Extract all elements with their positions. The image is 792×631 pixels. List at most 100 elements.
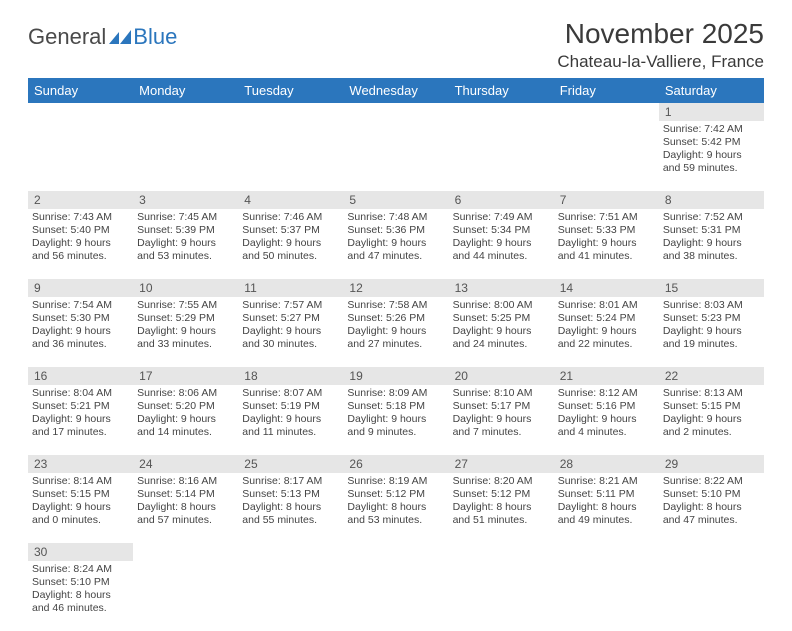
sunset-text: Sunset: 5:12 PM — [453, 488, 550, 501]
day-cell: Sunrise: 8:14 AMSunset: 5:15 PMDaylight:… — [28, 473, 133, 543]
daylight-text: Daylight: 9 hours and 38 minutes. — [663, 237, 760, 263]
sunrise-text: Sunrise: 7:45 AM — [137, 211, 234, 224]
sunset-text: Sunset: 5:29 PM — [137, 312, 234, 325]
sunrise-text: Sunrise: 8:00 AM — [453, 299, 550, 312]
daylight-text: Daylight: 9 hours and 41 minutes. — [558, 237, 655, 263]
daylight-text: Daylight: 9 hours and 36 minutes. — [32, 325, 129, 351]
day-cell — [659, 561, 764, 631]
sunrise-text: Sunrise: 8:12 AM — [558, 387, 655, 400]
day-cell — [238, 121, 343, 191]
daylight-text: Daylight: 9 hours and 53 minutes. — [137, 237, 234, 263]
day-cell: Sunrise: 7:46 AMSunset: 5:37 PMDaylight:… — [238, 209, 343, 279]
day-cell: Sunrise: 8:06 AMSunset: 5:20 PMDaylight:… — [133, 385, 238, 455]
sunrise-text: Sunrise: 8:04 AM — [32, 387, 129, 400]
daylight-text: Daylight: 9 hours and 44 minutes. — [453, 237, 550, 263]
day-number: 25 — [238, 455, 343, 473]
weekday-label: Tuesday — [238, 78, 343, 103]
sunset-text: Sunset: 5:33 PM — [558, 224, 655, 237]
header: General Blue November 2025 Chateau-la-Va… — [28, 18, 764, 72]
weekday-label: Saturday — [659, 78, 764, 103]
sunset-text: Sunset: 5:39 PM — [137, 224, 234, 237]
sunset-text: Sunset: 5:19 PM — [242, 400, 339, 413]
sunset-text: Sunset: 5:30 PM — [32, 312, 129, 325]
day-number — [449, 543, 554, 561]
day-cell: Sunrise: 8:01 AMSunset: 5:24 PMDaylight:… — [554, 297, 659, 367]
sunset-text: Sunset: 5:21 PM — [32, 400, 129, 413]
sunrise-text: Sunrise: 8:01 AM — [558, 299, 655, 312]
sunset-text: Sunset: 5:12 PM — [347, 488, 444, 501]
sunrise-text: Sunrise: 8:03 AM — [663, 299, 760, 312]
day-number: 13 — [449, 279, 554, 297]
daylight-text: Daylight: 8 hours and 51 minutes. — [453, 501, 550, 527]
day-number: 1 — [659, 103, 764, 121]
day-number: 27 — [449, 455, 554, 473]
day-number: 10 — [133, 279, 238, 297]
daylight-text: Daylight: 9 hours and 9 minutes. — [347, 413, 444, 439]
sunrise-text: Sunrise: 8:16 AM — [137, 475, 234, 488]
day-cell: Sunrise: 8:04 AMSunset: 5:21 PMDaylight:… — [28, 385, 133, 455]
daylight-text: Daylight: 9 hours and 56 minutes. — [32, 237, 129, 263]
weekday-header: SundayMondayTuesdayWednesdayThursdayFrid… — [28, 78, 764, 103]
day-number — [28, 103, 133, 121]
daynum-row: 30 — [28, 543, 764, 561]
daylight-text: Daylight: 9 hours and 4 minutes. — [558, 413, 655, 439]
day-number: 18 — [238, 367, 343, 385]
sunset-text: Sunset: 5:16 PM — [558, 400, 655, 413]
sunset-text: Sunset: 5:10 PM — [32, 576, 129, 589]
day-number: 11 — [238, 279, 343, 297]
day-cell: Sunrise: 8:12 AMSunset: 5:16 PMDaylight:… — [554, 385, 659, 455]
day-number: 7 — [554, 191, 659, 209]
day-number: 6 — [449, 191, 554, 209]
sunset-text: Sunset: 5:17 PM — [453, 400, 550, 413]
sunset-text: Sunset: 5:11 PM — [558, 488, 655, 501]
day-number: 15 — [659, 279, 764, 297]
day-number: 19 — [343, 367, 448, 385]
day-cell: Sunrise: 7:49 AMSunset: 5:34 PMDaylight:… — [449, 209, 554, 279]
brand-part2: Blue — [133, 24, 177, 50]
sunset-text: Sunset: 5:15 PM — [663, 400, 760, 413]
daylight-text: Daylight: 9 hours and 47 minutes. — [347, 237, 444, 263]
day-number: 24 — [133, 455, 238, 473]
sunrise-text: Sunrise: 7:43 AM — [32, 211, 129, 224]
sunset-text: Sunset: 5:40 PM — [32, 224, 129, 237]
daynum-row: 23242526272829 — [28, 455, 764, 473]
day-cell: Sunrise: 8:24 AMSunset: 5:10 PMDaylight:… — [28, 561, 133, 631]
daylight-text: Daylight: 9 hours and 30 minutes. — [242, 325, 339, 351]
sunset-text: Sunset: 5:24 PM — [558, 312, 655, 325]
sunrise-text: Sunrise: 8:21 AM — [558, 475, 655, 488]
sunrise-text: Sunrise: 7:54 AM — [32, 299, 129, 312]
day-number: 26 — [343, 455, 448, 473]
day-cell: Sunrise: 7:52 AMSunset: 5:31 PMDaylight:… — [659, 209, 764, 279]
cells-row: Sunrise: 8:04 AMSunset: 5:21 PM Daylight:… — [28, 385, 764, 455]
day-cell: Sunrise: 8:13 AMSunset: 5:15 PMDaylight:… — [659, 385, 764, 455]
daynum-row: 2345678 — [28, 191, 764, 209]
sunset-text: Sunset: 5:26 PM — [347, 312, 444, 325]
weekday-label: Wednesday — [343, 78, 448, 103]
day-cell: Sunrise: 8:07 AMSunset: 5:19 PMDaylight:… — [238, 385, 343, 455]
week-row: 1Sunrise: 7:42 AMSunset: 5:42 PMDaylight… — [28, 103, 764, 191]
sunrise-text: Sunrise: 7:52 AM — [663, 211, 760, 224]
day-number — [238, 543, 343, 561]
weekday-label: Sunday — [28, 78, 133, 103]
daylight-text: Daylight: 9 hours and 11 minutes. — [242, 413, 339, 439]
weekday-label: Monday — [133, 78, 238, 103]
sunset-text: Sunset: 5:42 PM — [663, 136, 760, 149]
day-number: 29 — [659, 455, 764, 473]
day-cell — [554, 121, 659, 191]
sunset-text: Sunset: 5:31 PM — [663, 224, 760, 237]
sunrise-text: Sunrise: 8:10 AM — [453, 387, 550, 400]
day-cell: Sunrise: 8:03 AMSunset: 5:23 PMDaylight:… — [659, 297, 764, 367]
sunrise-text: Sunrise: 8:20 AM — [453, 475, 550, 488]
day-cell: Sunrise: 8:20 AMSunset: 5:12 PMDaylight:… — [449, 473, 554, 543]
sunrise-text: Sunrise: 8:09 AM — [347, 387, 444, 400]
daynum-row: 1 — [28, 103, 764, 121]
week-row: 16171819202122Sunrise: 8:04 AMSunset: 5:… — [28, 367, 764, 455]
daylight-text: Daylight: 8 hours and 49 minutes. — [558, 501, 655, 527]
day-cell: Sunrise: 7:57 AMSunset: 5:27 PMDaylight:… — [238, 297, 343, 367]
sunrise-text: Sunrise: 8:13 AM — [663, 387, 760, 400]
day-number: 3 — [133, 191, 238, 209]
daylight-text: Daylight: 9 hours and 33 minutes. — [137, 325, 234, 351]
sunrise-text: Sunrise: 7:42 AM — [663, 123, 760, 136]
daylight-text: Daylight: 8 hours and 55 minutes. — [242, 501, 339, 527]
day-cell: Sunrise: 7:42 AMSunset: 5:42 PMDaylight:… — [659, 121, 764, 191]
